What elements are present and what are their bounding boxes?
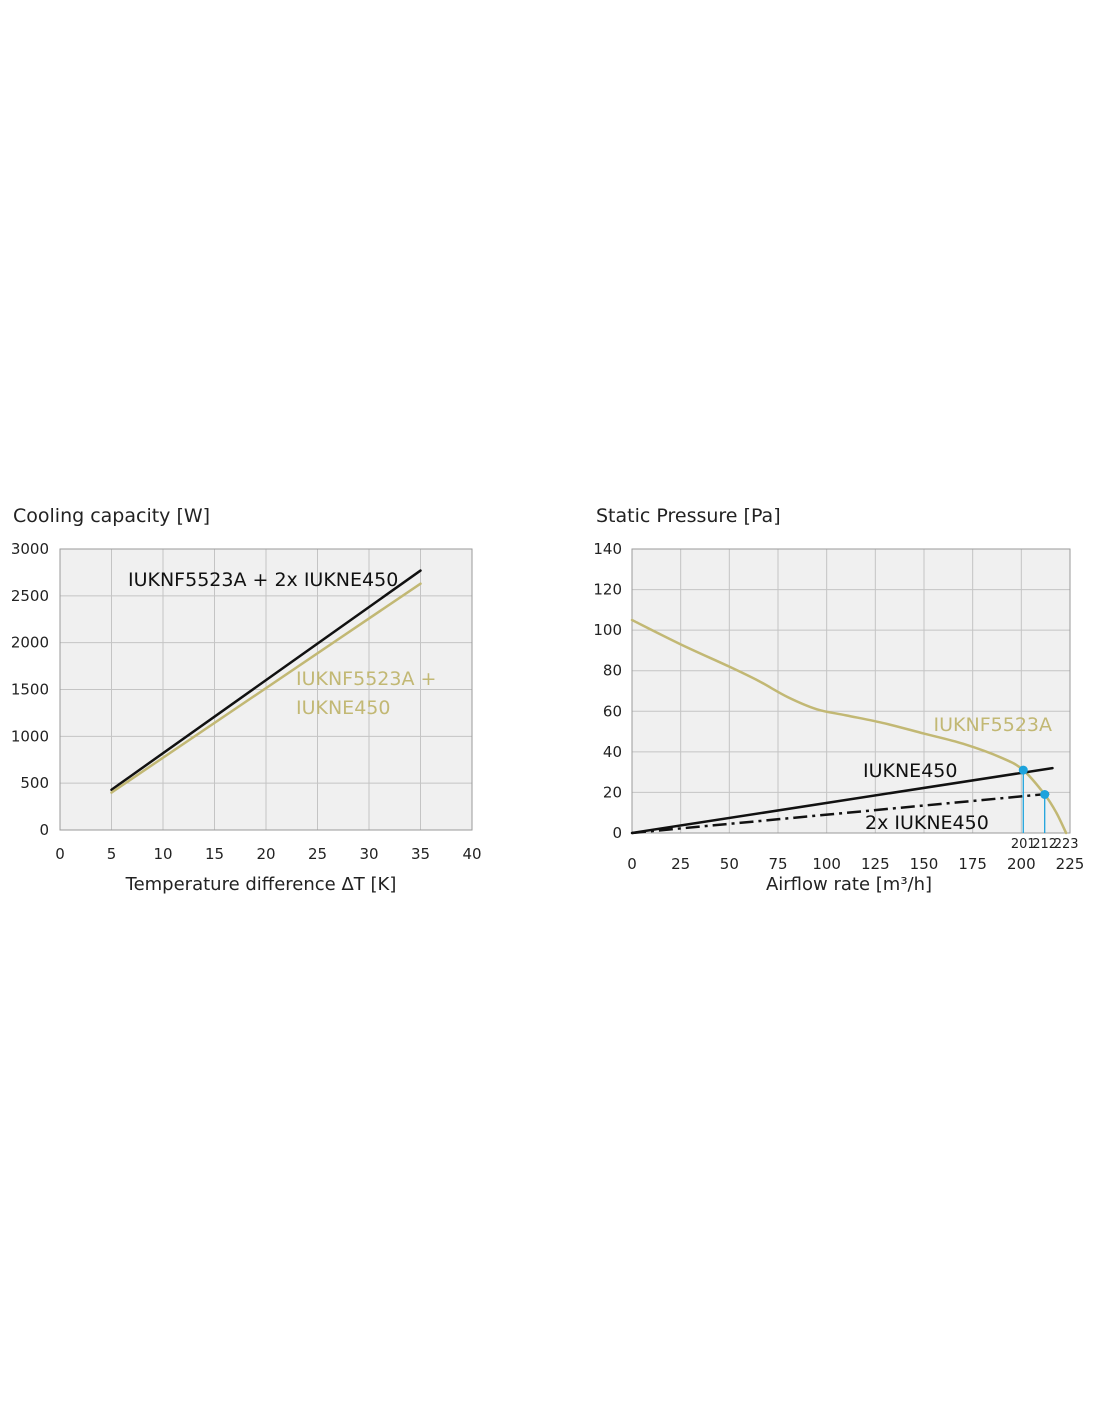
y-tick-label: 2500: [11, 587, 49, 605]
series-annotation: IUKNE450: [863, 760, 957, 782]
series-line-iuknf5523a-2x-iukne450: [110, 569, 422, 791]
plot-area: [632, 549, 1070, 833]
series-line-2x-iukne450: [631, 792, 1053, 835]
x-tick-label: 0: [55, 845, 65, 863]
x-tick-label: 15: [205, 845, 224, 863]
cooling-capacity-chart: Cooling capacity [W] Temperature differen…: [11, 505, 482, 895]
chart-title: Static Pressure [Pa]: [596, 505, 781, 527]
y-tick-label: 20: [603, 783, 622, 801]
operating-point-label: 212: [1032, 837, 1057, 852]
series-annotation: 2x IUKNE450: [865, 812, 989, 834]
series-line-iuknf5523a-iukne450: [110, 582, 422, 794]
plot-frame: [631, 548, 1071, 834]
x-tick-label: 25: [671, 855, 690, 873]
x-tick-label: 40: [462, 845, 481, 863]
y-tick-label: 80: [603, 662, 622, 680]
operating-point-label: 201: [1011, 837, 1036, 852]
x-tick-label: 5: [107, 845, 117, 863]
x-axis-label: Temperature difference ΔT [K]: [125, 874, 397, 895]
operating-point: [1018, 765, 1028, 775]
static-pressure-chart: Static Pressure [Pa] Airflow rate [m³/h] 0…: [593, 505, 1084, 895]
series-annotation: IUKNF5523A +: [296, 668, 436, 690]
y-tick-label: 0: [39, 821, 49, 839]
x-tick-label: 75: [768, 855, 787, 873]
plot-frame: [59, 548, 473, 831]
y-tick-label: 1000: [11, 727, 49, 745]
chart-title: Cooling capacity [W]: [13, 505, 210, 527]
x-tick-label: 30: [359, 845, 378, 863]
x-tick-label: 0: [627, 855, 637, 873]
y-tick-label: 500: [20, 774, 49, 792]
curve-end-label: 223: [1054, 837, 1079, 852]
x-tick-label: 10: [153, 845, 172, 863]
y-tick-label: 0: [612, 824, 622, 842]
x-tick-label: 225: [1056, 855, 1085, 873]
series-annotation: IUKNF5523A: [934, 714, 1052, 736]
x-tick-label: 20: [256, 845, 275, 863]
x-tick-label: 100: [812, 855, 841, 873]
series-line-iuknf5523a: [630, 618, 1068, 835]
x-tick-label: 125: [861, 855, 890, 873]
series-annotation: IUKNF5523A + 2x IUKNE450: [128, 569, 398, 591]
x-axis-label: Airflow rate [m³/h]: [766, 874, 932, 895]
x-tick-label: 175: [958, 855, 987, 873]
series-annotation: IUKNE450: [296, 697, 390, 719]
y-tick-label: 140: [593, 540, 622, 558]
x-tick-label: 200: [1007, 855, 1036, 873]
x-tick-label: 50: [720, 855, 739, 873]
y-tick-label: 100: [593, 621, 622, 639]
y-tick-label: 3000: [11, 540, 49, 558]
y-tick-label: 120: [593, 581, 622, 599]
y-tick-label: 1500: [11, 681, 49, 699]
x-tick-label: 150: [910, 855, 939, 873]
y-tick-label: 40: [603, 743, 622, 761]
y-tick-label: 60: [603, 702, 622, 720]
x-tick-label: 25: [308, 845, 327, 863]
series-line-iukne450: [630, 766, 1054, 835]
x-tick-label: 35: [411, 845, 430, 863]
y-tick-label: 2000: [11, 634, 49, 652]
operating-point: [1040, 789, 1050, 799]
